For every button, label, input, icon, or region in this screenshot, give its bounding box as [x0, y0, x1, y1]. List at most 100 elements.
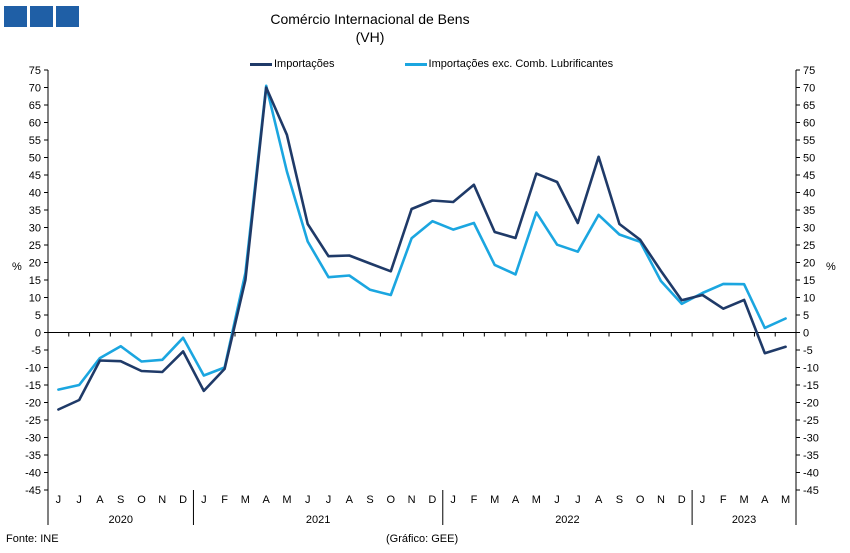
y-tick-label-left: -40	[25, 468, 41, 480]
x-tick-label: D	[678, 494, 686, 506]
x-tick-label: A	[346, 494, 354, 506]
source-note: Fonte: INE	[6, 533, 59, 545]
x-tick-label: A	[512, 494, 520, 506]
logo-block-2	[30, 6, 53, 27]
x-tick-label: A	[595, 494, 603, 506]
x-tick-label: M	[739, 494, 748, 506]
x-tick-label: N	[158, 494, 166, 506]
y-tick-label-left: 75	[29, 65, 41, 77]
x-tick-label: J	[201, 494, 207, 506]
y-tick-label-left: 25	[29, 240, 41, 252]
legend: Importações Importações exc. Comb. Lubri…	[250, 58, 613, 70]
y-tick-label-right: 70	[803, 83, 815, 95]
y-axis-label-left: %	[12, 261, 22, 273]
legend-item-imports-exc-fuel: Importações exc. Comb. Lubrificantes	[404, 58, 614, 70]
x-tick-label: F	[720, 494, 727, 506]
y-tick-label-left: -25	[25, 415, 41, 427]
y-tick-label-left: -35	[25, 450, 41, 462]
x-tick-label: F	[221, 494, 228, 506]
y-tick-label-left: 15	[29, 275, 41, 287]
y-tick-label-left: 10	[29, 293, 41, 305]
chart-title: Comércio Internacional de Bens	[270, 11, 470, 27]
legend-item-imports: Importações	[250, 58, 335, 70]
y-tick-label-left: 20	[29, 258, 41, 270]
legend-label-imports: Importações	[274, 58, 335, 70]
y-tick-label-right: 0	[803, 328, 809, 340]
x-tick-label: M	[241, 494, 250, 506]
y-tick-label-right: 65	[803, 100, 815, 112]
y-tick-label-right: 75	[803, 65, 815, 77]
legend-label-imports-exc-fuel: Importações exc. Comb. Lubrificantes	[428, 58, 614, 70]
y-tick-label-right: 30	[803, 223, 815, 235]
y-tick-label-left: 40	[29, 188, 41, 200]
y-tick-label-left: -5	[31, 345, 41, 357]
x-tick-label: S	[616, 494, 623, 506]
series-line-imports	[57, 86, 787, 411]
year-label: 2023	[732, 514, 756, 526]
chart-subtitle: (VH)	[355, 29, 385, 45]
y-tick-label-left: 65	[29, 100, 41, 112]
y-tick-label-left: -30	[25, 433, 41, 445]
x-tick-label: A	[262, 494, 270, 506]
y-tick-label-right: -45	[803, 485, 819, 497]
y-tick-label-left: 0	[35, 328, 41, 340]
y-tick-label-right: 60	[803, 118, 815, 130]
y-tick-label-left: 35	[29, 205, 41, 217]
y-tick-label-right: -30	[803, 433, 819, 445]
y-tick-label-left: 50	[29, 153, 41, 165]
y-tick-label-right: -20	[803, 398, 819, 410]
y-tick-label-right: -15	[803, 380, 819, 392]
y-tick-label-right: 55	[803, 135, 815, 147]
x-tick-label: J	[326, 494, 332, 506]
y-axis-label-right: %	[826, 261, 836, 273]
x-tick-label: J	[305, 494, 311, 506]
y-tick-label-right: -10	[803, 363, 819, 375]
x-tick-label: J	[76, 494, 82, 506]
y-tick-label-left: -45	[25, 485, 41, 497]
x-tick-label: S	[366, 494, 373, 506]
y-tick-label-left: 5	[35, 310, 41, 322]
y-tick-label-right: -25	[803, 415, 819, 427]
x-tick-label: J	[575, 494, 581, 506]
year-label: 2022	[555, 514, 579, 526]
x-tick-label: F	[471, 494, 478, 506]
y-tick-label-right: 10	[803, 293, 815, 305]
x-tick-label: A	[96, 494, 104, 506]
y-tick-label-left: -15	[25, 380, 41, 392]
x-tick-label: J	[56, 494, 62, 506]
year-label: 2020	[108, 514, 132, 526]
x-tick-label: D	[428, 494, 436, 506]
logo	[4, 6, 79, 27]
x-tick-label: M	[490, 494, 499, 506]
y-tick-label-left: 60	[29, 118, 41, 130]
y-tick-label-right: 20	[803, 258, 815, 270]
y-tick-label-right: 45	[803, 170, 815, 182]
year-label: 2021	[306, 514, 330, 526]
y-tick-label-right: -35	[803, 450, 819, 462]
chart-title-block: Comércio Internacional de Bens (VH)	[0, 10, 740, 46]
y-tick-label-right: -40	[803, 468, 819, 480]
x-tick-label: N	[657, 494, 665, 506]
y-tick-label-left: 45	[29, 170, 41, 182]
x-tick-label: S	[117, 494, 124, 506]
legend-swatch-imports-exc-fuel	[404, 62, 427, 66]
credit-note: (Gráfico: GEE)	[386, 533, 459, 545]
x-tick-label: O	[387, 494, 396, 506]
x-tick-label: M	[282, 494, 291, 506]
x-tick-label: O	[137, 494, 146, 506]
x-tick-label: N	[408, 494, 416, 506]
x-tick-label: J	[450, 494, 456, 506]
x-tick-label: O	[636, 494, 645, 506]
y-tick-label-left: -10	[25, 363, 41, 375]
y-tick-label-left: 55	[29, 135, 41, 147]
x-tick-label: A	[761, 494, 769, 506]
y-tick-label-left: -20	[25, 398, 41, 410]
x-tick-label: D	[179, 494, 187, 506]
y-tick-label-right: 5	[803, 310, 809, 322]
y-tick-label-right: -5	[803, 345, 813, 357]
x-tick-label: J	[700, 494, 706, 506]
y-tick-label-right: 25	[803, 240, 815, 252]
x-tick-label: M	[781, 494, 790, 506]
series-line-imports-exc-fuel	[57, 84, 787, 391]
y-tick-label-left: 70	[29, 83, 41, 95]
